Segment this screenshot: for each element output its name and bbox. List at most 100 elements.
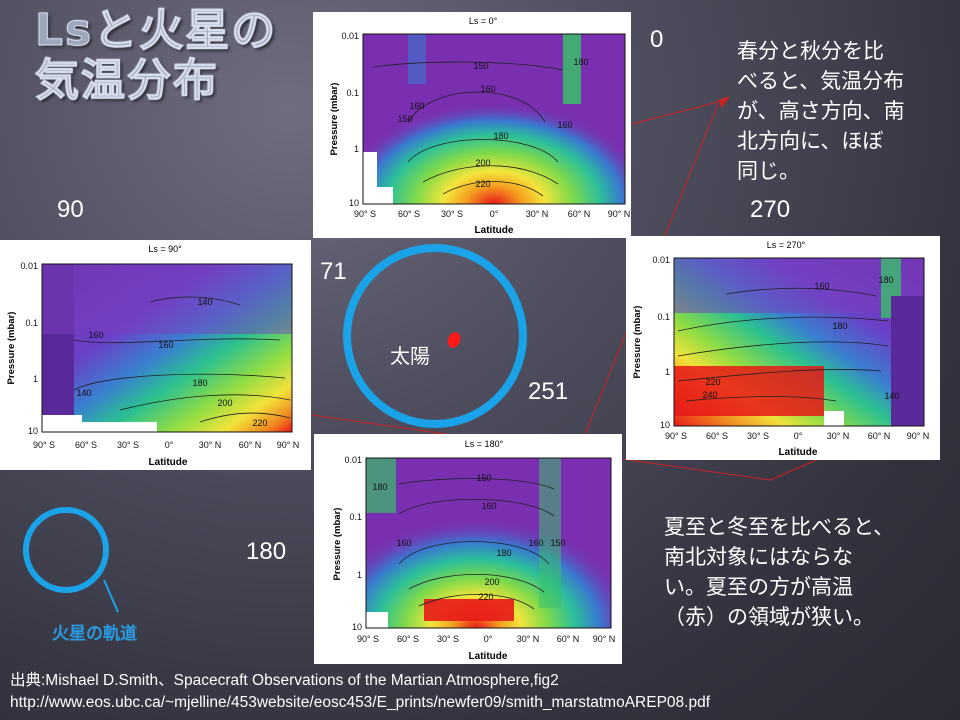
note-line: 北方向に、ほぼ: [737, 129, 884, 153]
xtick-label: 30° N: [517, 634, 540, 644]
ytick-label: 0.1: [657, 312, 670, 322]
xtick-label: 30° S: [117, 440, 139, 450]
xtick-label: 0°: [484, 634, 493, 644]
xaxis-label: Latitude: [149, 457, 188, 468]
ytick-label: 0.1: [349, 512, 362, 522]
note-line: 春分と秋分を比: [737, 39, 884, 63]
contour-label: 180: [573, 57, 588, 67]
yaxis-label: Pressure (mbar): [329, 83, 340, 156]
xtick-label: 90° S: [357, 634, 379, 644]
xtick-label: 30° S: [747, 431, 769, 441]
yaxis-label: Pressure (mbar): [632, 306, 643, 379]
ytick-label: 1: [357, 570, 362, 580]
xtick-label: 0°: [490, 209, 499, 219]
contour-label: 160: [88, 330, 103, 340]
ytick-label: 10: [352, 622, 362, 632]
contour-label: 200: [217, 398, 232, 408]
note-line: が、高さ方向、南: [737, 99, 905, 123]
contour-label: 140: [197, 297, 212, 307]
ytick-label: 10: [28, 426, 38, 436]
label-ls-0: 0: [650, 26, 664, 53]
xtick-label: 30° N: [199, 440, 222, 450]
contour-label: 160: [481, 501, 496, 511]
contour-label: 200: [484, 577, 499, 587]
panel-ls0: Ls = 0° 150 180 160 160 150 180: [313, 12, 631, 238]
orbit-diagram: [343, 244, 527, 428]
mars-orbit-circle: [343, 244, 527, 428]
panel-ls270: Ls = 270° 180 160 180 220 240 140: [626, 236, 940, 460]
xtick-label: 90° N: [907, 431, 930, 441]
ytick-label: 0.01: [652, 255, 670, 265]
panel-ls90-title: Ls = 90°: [148, 244, 182, 254]
ytick-label: 1: [665, 367, 670, 377]
xaxis-label: Latitude: [779, 447, 818, 458]
contour-label: 140: [76, 388, 91, 398]
ytick-label: 10: [660, 420, 670, 430]
note-line: い。夏至の方が高温: [664, 575, 853, 599]
contour-label: 160: [396, 538, 411, 548]
contour-label: 180: [192, 378, 207, 388]
xtick-label: 30° S: [441, 209, 463, 219]
ytick-label: 0.01: [20, 261, 38, 271]
ytick-label: 0.1: [346, 88, 359, 98]
ytick-label: 0.01: [344, 455, 362, 465]
panel-ls180-title: Ls = 180°: [465, 439, 504, 449]
contour-label: 180: [832, 321, 847, 331]
contour-label: 220: [475, 179, 490, 189]
ytick-label: 10: [349, 198, 359, 208]
contour-label: 220: [705, 377, 720, 387]
note-line: 南北対象にはならな: [664, 545, 853, 569]
panel-ls180: Ls = 180° 150 180 160 160 160 150: [314, 434, 622, 664]
title-line-2: 気温分布: [35, 55, 219, 106]
panel-ls0-title: Ls = 0°: [469, 16, 498, 26]
slide-title: Lsと火星の 気温分布: [35, 5, 295, 106]
xtick-label: 90° S: [665, 431, 687, 441]
contour-label: 220: [478, 592, 493, 602]
xtick-label: 30° N: [526, 209, 549, 219]
panel-ls270-title: Ls = 270°: [767, 240, 806, 250]
title-line-1: Lsと火星の: [35, 5, 278, 56]
xtick-label: 30° N: [827, 431, 850, 441]
note-line: 夏至と冬至を比べると、: [664, 515, 895, 539]
contour-label: 150: [476, 473, 491, 483]
note-solstice: 夏至と冬至を比べると、 南北対象にはならな い。夏至の方が高温 （赤）の領域が狭…: [664, 512, 954, 632]
orbit-legend-pointer: [103, 579, 119, 613]
xtick-label: 60° N: [868, 431, 891, 441]
xtick-label: 90° N: [608, 209, 631, 219]
sun-marker: [447, 332, 461, 348]
contour-label: 220: [252, 418, 267, 428]
xtick-label: 90° S: [354, 209, 376, 219]
contour-label: 160: [528, 538, 543, 548]
contour-label: 140: [884, 391, 899, 401]
ytick-label: 1: [33, 374, 38, 384]
xtick-label: 30° S: [437, 634, 459, 644]
xtick-label: 90° N: [277, 440, 300, 450]
contour-label: 180: [372, 482, 387, 492]
xtick-label: 60° N: [557, 634, 580, 644]
note-line: （赤）の領域が狭い。: [664, 605, 874, 629]
label-ls-180: 180: [246, 538, 287, 565]
label-ls-90: 90: [57, 196, 84, 223]
xtick-label: 60° S: [398, 209, 420, 219]
xtick-label: 60° S: [397, 634, 419, 644]
citation-line-2: http://www.eos.ubc.ca/~mjelline/453websi…: [10, 694, 711, 711]
label-251: 251: [528, 378, 569, 405]
ytick-label: 1: [354, 144, 359, 154]
contour-label: 160: [409, 101, 424, 111]
note-equinox: 春分と秋分を比 べると、気温分布 が、高さ方向、南 北方向に、ほぼ 同じ。: [737, 36, 937, 186]
label-ls-270: 270: [750, 196, 791, 223]
leader-line-ls0: [623, 101, 719, 127]
contour-label: 160: [158, 340, 173, 350]
contour-label: 180: [496, 548, 511, 558]
contour-label: 160: [557, 120, 572, 130]
xaxis-label: Latitude: [475, 225, 514, 236]
note-line: 同じ。: [737, 159, 800, 183]
contour-label: 160: [814, 281, 829, 291]
orbit-legend-diagram: [23, 507, 119, 613]
xtick-label: 60° N: [568, 209, 591, 219]
xtick-label: 90° N: [593, 634, 616, 644]
xtick-label: 0°: [794, 431, 803, 441]
contour-label: 200: [475, 158, 490, 168]
label-71: 71: [320, 258, 347, 285]
citation-line-1: 出典:Mishael D.Smith、Spacecraft Observatio…: [10, 672, 559, 689]
